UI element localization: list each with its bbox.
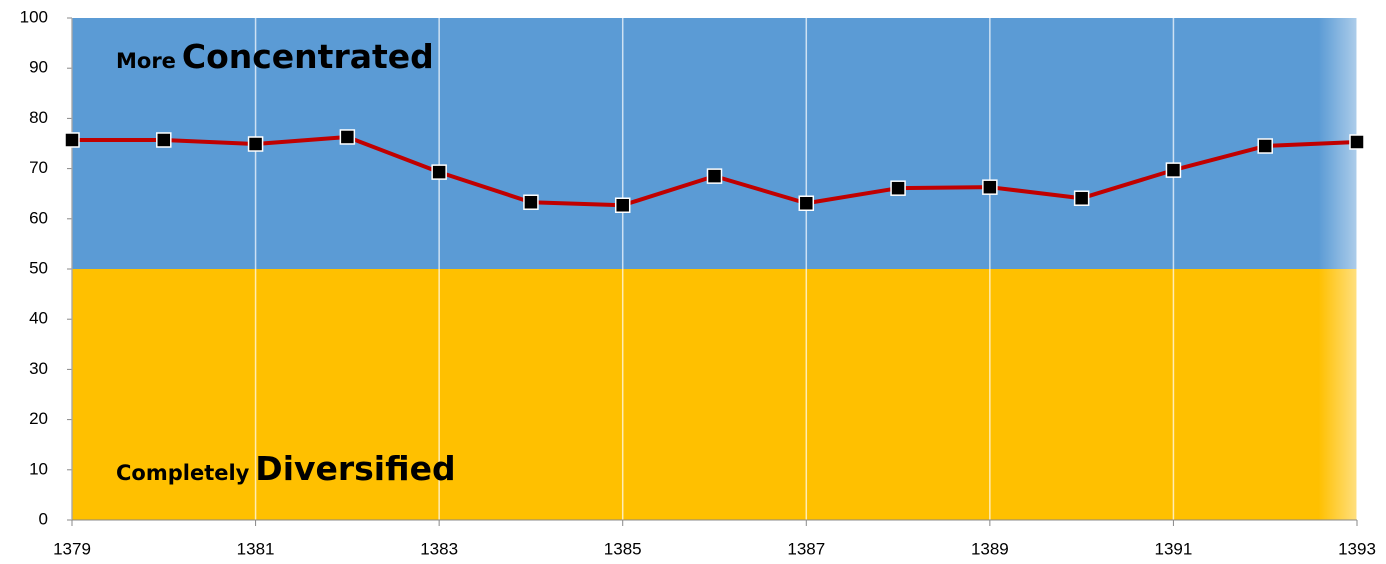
marker (706, 168, 723, 184)
y-tick-label: 80 (29, 108, 48, 127)
marker (64, 132, 80, 148)
x-tick-label: 1385 (604, 539, 642, 558)
y-tick-label: 50 (29, 258, 48, 277)
marker (798, 195, 815, 211)
x-tick-label: 1393 (1338, 539, 1376, 558)
y-tick-label: 20 (29, 409, 48, 428)
marker (1165, 162, 1182, 178)
y-tick-label: 0 (39, 509, 48, 528)
annotation-part: Concentrated (182, 37, 434, 76)
marker (156, 132, 172, 148)
marker (890, 180, 906, 196)
bands (72, 18, 1357, 520)
plot (64, 129, 1365, 213)
x-tick-label: 1387 (787, 539, 825, 558)
marker (1073, 190, 1090, 206)
marker (982, 179, 998, 195)
annotation-part: Completely (116, 461, 250, 485)
y-tick-label: 10 (29, 459, 48, 478)
annotation: More Concentrated (116, 37, 434, 76)
x-tick-label: 1383 (420, 539, 458, 558)
annotation-part: Diversified (255, 449, 455, 488)
band-fade (72, 18, 1357, 520)
x-tick-label: 1389 (971, 539, 1009, 558)
grid: 0 10 20 30 40 50 60 70 80 90 100 1379 1381 1383 1385 13… (20, 7, 1376, 558)
x-tick-label: 1391 (1155, 539, 1193, 558)
y-tick-label: 100 (20, 7, 48, 26)
marker (1349, 134, 1365, 150)
marker (614, 197, 631, 213)
x-tick-label: 1379 (53, 539, 91, 558)
y-tick-label: 60 (29, 208, 48, 227)
y-tick-label: 70 (29, 158, 48, 177)
y-tick-label: 90 (29, 58, 48, 77)
marker (339, 129, 356, 145)
marker (247, 136, 264, 152)
marker (431, 164, 447, 180)
x-tick-label: 1381 (237, 539, 275, 558)
y-tick-label: 40 (29, 309, 48, 328)
y-tick-label: 30 (29, 359, 48, 378)
marker (1257, 138, 1273, 154)
annotation-part: More (116, 49, 176, 73)
annotation: Completely Diversified (116, 449, 456, 488)
marker (523, 194, 539, 210)
